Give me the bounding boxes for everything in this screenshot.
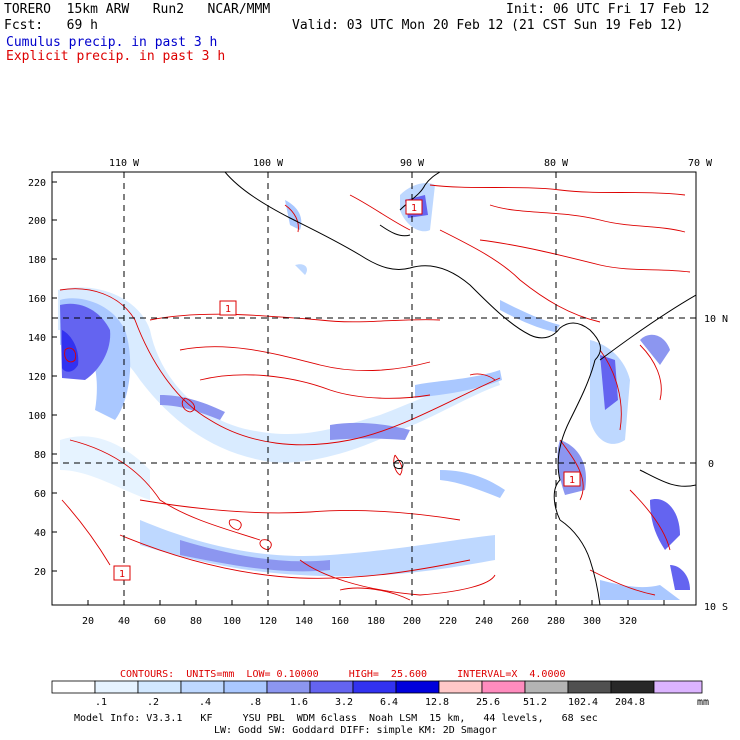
box-label: 1 — [569, 475, 575, 486]
x-tick-label: 220 — [439, 616, 457, 627]
legend-cumulus: Cumulus precip. in past 3 h — [6, 35, 218, 50]
colorbar-swatch — [223, 680, 268, 694]
lon-label: 90 W — [400, 158, 425, 169]
lon-label: 100 W — [253, 158, 284, 169]
header-valid: Valid: 03 UTC Mon 20 Feb 12 (21 CST Sun … — [292, 18, 684, 33]
y-tick-label: 220 — [28, 178, 46, 189]
colorbar-swatch — [352, 680, 397, 694]
y-tick-label: 20 — [34, 567, 46, 578]
coastlines — [224, 172, 696, 605]
colorbar-label: 204.8 — [615, 697, 645, 708]
colorbar-swatch — [51, 680, 96, 694]
lat-label: 0 — [708, 459, 714, 470]
box-markers — [113, 199, 581, 581]
x-tick-label: 60 — [154, 616, 166, 627]
y-tick-label: 120 — [28, 372, 46, 383]
y-tick-label: 180 — [28, 255, 46, 266]
x-tick-label: 180 — [367, 616, 385, 627]
x-tick-label: 240 — [475, 616, 493, 627]
lon-label: 70 W — [688, 158, 713, 169]
lat-label: 10 N — [704, 314, 728, 325]
cumulus-precip-shading — [58, 183, 690, 600]
colorbar-swatch — [567, 680, 612, 694]
colorbar-swatch — [524, 680, 569, 694]
x-tick-label: 80 — [190, 616, 202, 627]
lat-label: 10 S — [704, 602, 728, 613]
lon-label: 80 W — [544, 158, 569, 169]
x-tick-label: 100 — [223, 616, 241, 627]
x-tick-label: 200 — [403, 616, 421, 627]
footer-physics-info: LW: Godd SW: Goddard DIFF: simple KM: 2D… — [214, 725, 497, 736]
x-tick-label: 20 — [82, 616, 94, 627]
header-model: TORERO 15km ARW Run2 NCAR/MMM — [4, 2, 271, 17]
colorbar-label: 102.4 — [568, 697, 598, 708]
colorbar-label: .1 — [95, 697, 107, 708]
lat-lon-grid — [52, 172, 696, 605]
x-tick-label: 140 — [295, 616, 313, 627]
colorbar-swatch — [180, 680, 225, 694]
header-init: Init: 06 UTC Fri 17 Feb 12 — [506, 2, 710, 17]
colorbar-swatch — [395, 680, 440, 694]
x-tick-label: 40 — [118, 616, 130, 627]
y-tick-label: 160 — [28, 294, 46, 305]
y-tick-label: 80 — [34, 450, 46, 461]
x-tick-label: 320 — [619, 616, 637, 627]
header-forecast: Fcst: 69 h — [4, 18, 98, 33]
y-tick-label: 100 — [28, 411, 46, 422]
y-tick-label: 200 — [28, 216, 46, 227]
lon-label: 110 W — [109, 158, 140, 169]
colorbar-unit: mm — [697, 697, 709, 708]
colorbar-swatch — [309, 680, 354, 694]
colorbar-label: .2 — [147, 697, 159, 708]
colorbar-label: 1.6 — [290, 697, 308, 708]
box-label: 1 — [119, 569, 125, 580]
colorbar-swatch — [137, 680, 182, 694]
y-tick-label: 140 — [28, 333, 46, 344]
colorbar-label: 6.4 — [380, 697, 398, 708]
plot-frame — [51, 171, 697, 606]
colorbar-label: 25.6 — [476, 697, 500, 708]
colorbar-swatch — [266, 680, 311, 694]
colorbar-swatch — [94, 680, 139, 694]
y-tick-label: 40 — [34, 528, 46, 539]
colorbar-swatch — [481, 680, 526, 694]
contours-info: CONTOURS: UNITS=mm LOW= 0.10000 HIGH= 25… — [120, 669, 566, 680]
axis-ticks — [52, 181, 665, 605]
colorbar-label: .8 — [249, 697, 261, 708]
y-tick-label: 60 — [34, 489, 46, 500]
colorbar-label: 12.8 — [425, 697, 449, 708]
box-label: 1 — [411, 203, 417, 214]
x-tick-label: 260 — [511, 616, 529, 627]
x-tick-label: 280 — [547, 616, 565, 627]
box-label: 1 — [225, 304, 231, 315]
colorbar-swatch — [438, 680, 483, 694]
x-tick-label: 160 — [331, 616, 349, 627]
colorbar-swatch — [610, 680, 655, 694]
colorbar-label: 51.2 — [523, 697, 547, 708]
legend-explicit: Explicit precip. in past 3 h — [6, 49, 226, 64]
colorbar-label: 3.2 — [335, 697, 353, 708]
colorbar-swatch — [653, 680, 703, 694]
footer-model-info: Model Info: V3.3.1 KF YSU PBL WDM 6class… — [74, 713, 598, 724]
colorbar — [51, 680, 703, 694]
x-tick-label: 300 — [583, 616, 601, 627]
x-tick-label: 120 — [259, 616, 277, 627]
explicit-precip-contours — [59, 184, 691, 601]
colorbar-label: .4 — [199, 697, 211, 708]
